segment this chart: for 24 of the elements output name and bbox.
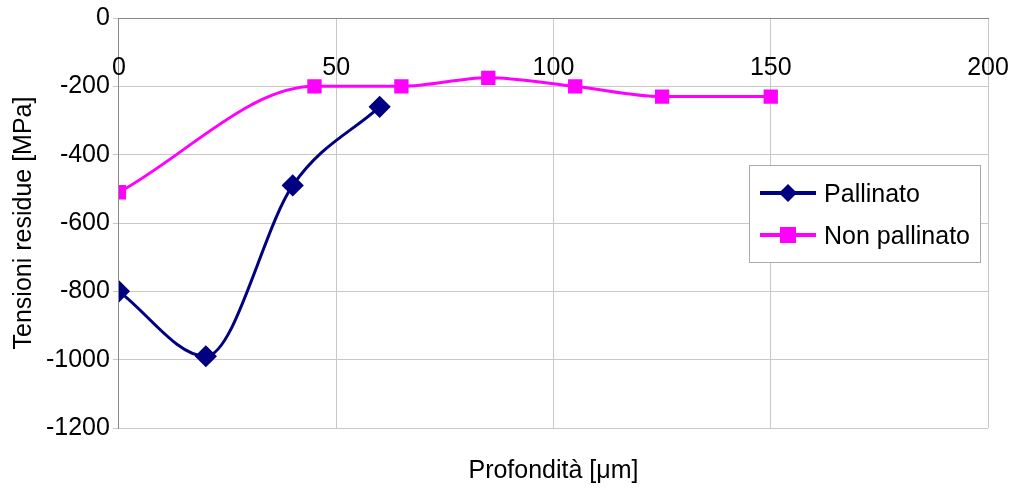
point [568,79,583,94]
x-tick-label: 100 [532,51,575,80]
y-axis-title: Tensioni residue [MPa] [7,96,36,350]
point [307,79,322,94]
point [763,89,778,104]
point [394,79,409,94]
legend-label: Non pallinato [824,220,970,250]
y-tick-label: -600 [59,206,110,235]
x-axis-title: Profondità [μm] [468,454,639,483]
point [654,89,670,104]
point [195,345,217,367]
legend-label: Pallinato [824,178,920,208]
point [481,70,496,85]
y-tick-label: -800 [59,275,110,304]
y-tick-label: -400 [59,138,110,167]
x-tick-label: 50 [322,51,351,80]
y-tick-label: -200 [59,70,110,99]
x-tick-label: 150 [749,51,792,80]
y-tick-label: -1000 [45,343,110,372]
y-tick-label: 0 [96,1,110,30]
point [282,174,304,196]
point [369,96,391,118]
y-tick-label: -1200 [45,411,110,440]
x-tick-label: 200 [967,51,1009,80]
